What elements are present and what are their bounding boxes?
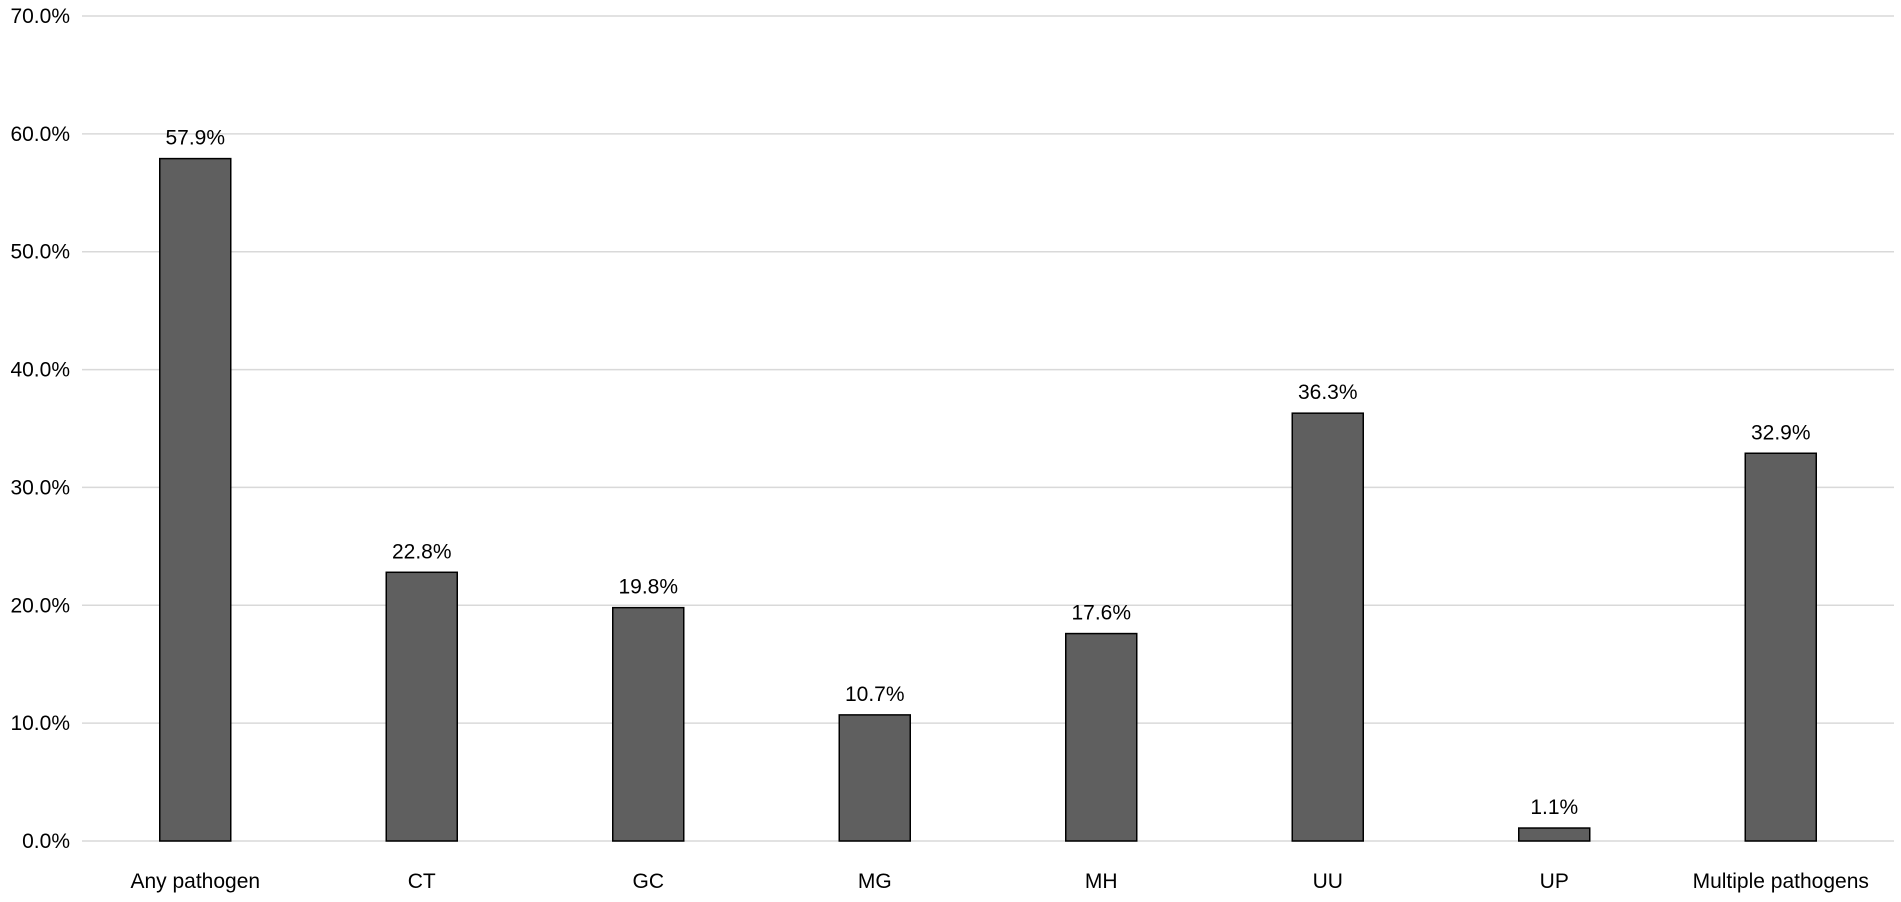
y-tick-label: 20.0% [10,594,70,617]
x-category-label: Any pathogen [130,870,260,893]
bars [159,157,1817,842]
data-label: 36.3% [1298,381,1358,404]
x-category-label: GC [633,870,665,893]
x-category-label: CT [408,870,436,893]
data-label: 17.6% [1071,602,1131,625]
gridlines [82,15,1894,842]
data-label: 32.9% [1751,421,1811,444]
y-tick-label: 30.0% [10,476,70,499]
data-label: 19.8% [618,576,678,599]
data-labels: 57.9% 22.8% 19.8% 10.7% 17.6% 36.3% 1.1% 32.9% [165,127,1810,819]
data-label: 22.8% [392,540,452,563]
bar [1065,632,1138,842]
x-category-label: UU [1313,870,1343,893]
bar [1744,452,1817,842]
y-tick-label: 70.0% [10,5,70,28]
bar [1291,412,1364,842]
data-label: 1.1% [1530,796,1578,819]
bar [1518,827,1591,842]
bar [159,157,232,842]
x-axis-category-labels: Any pathogen CT GC MG MH UU UP Multiple pathoge… [130,870,1868,893]
data-label: 10.7% [845,683,905,706]
y-axis-tick-labels: 0.0% 10.0% 20.0% 30.0% 40.0% 50.0% 60.0% 70.0% [10,5,70,853]
x-category-label: Multiple pathogens [1693,870,1869,893]
y-tick-label: 40.0% [10,359,70,382]
data-label: 57.9% [165,127,225,150]
bar [385,571,458,842]
y-tick-label: 60.0% [10,123,70,146]
x-category-label: MH [1085,870,1118,893]
y-tick-label: 0.0% [22,830,70,853]
bar [838,714,911,842]
x-category-label: UP [1540,870,1569,893]
y-tick-label: 10.0% [10,712,70,735]
x-category-label: MG [858,870,892,893]
bar [612,606,685,842]
y-tick-label: 50.0% [10,241,70,264]
